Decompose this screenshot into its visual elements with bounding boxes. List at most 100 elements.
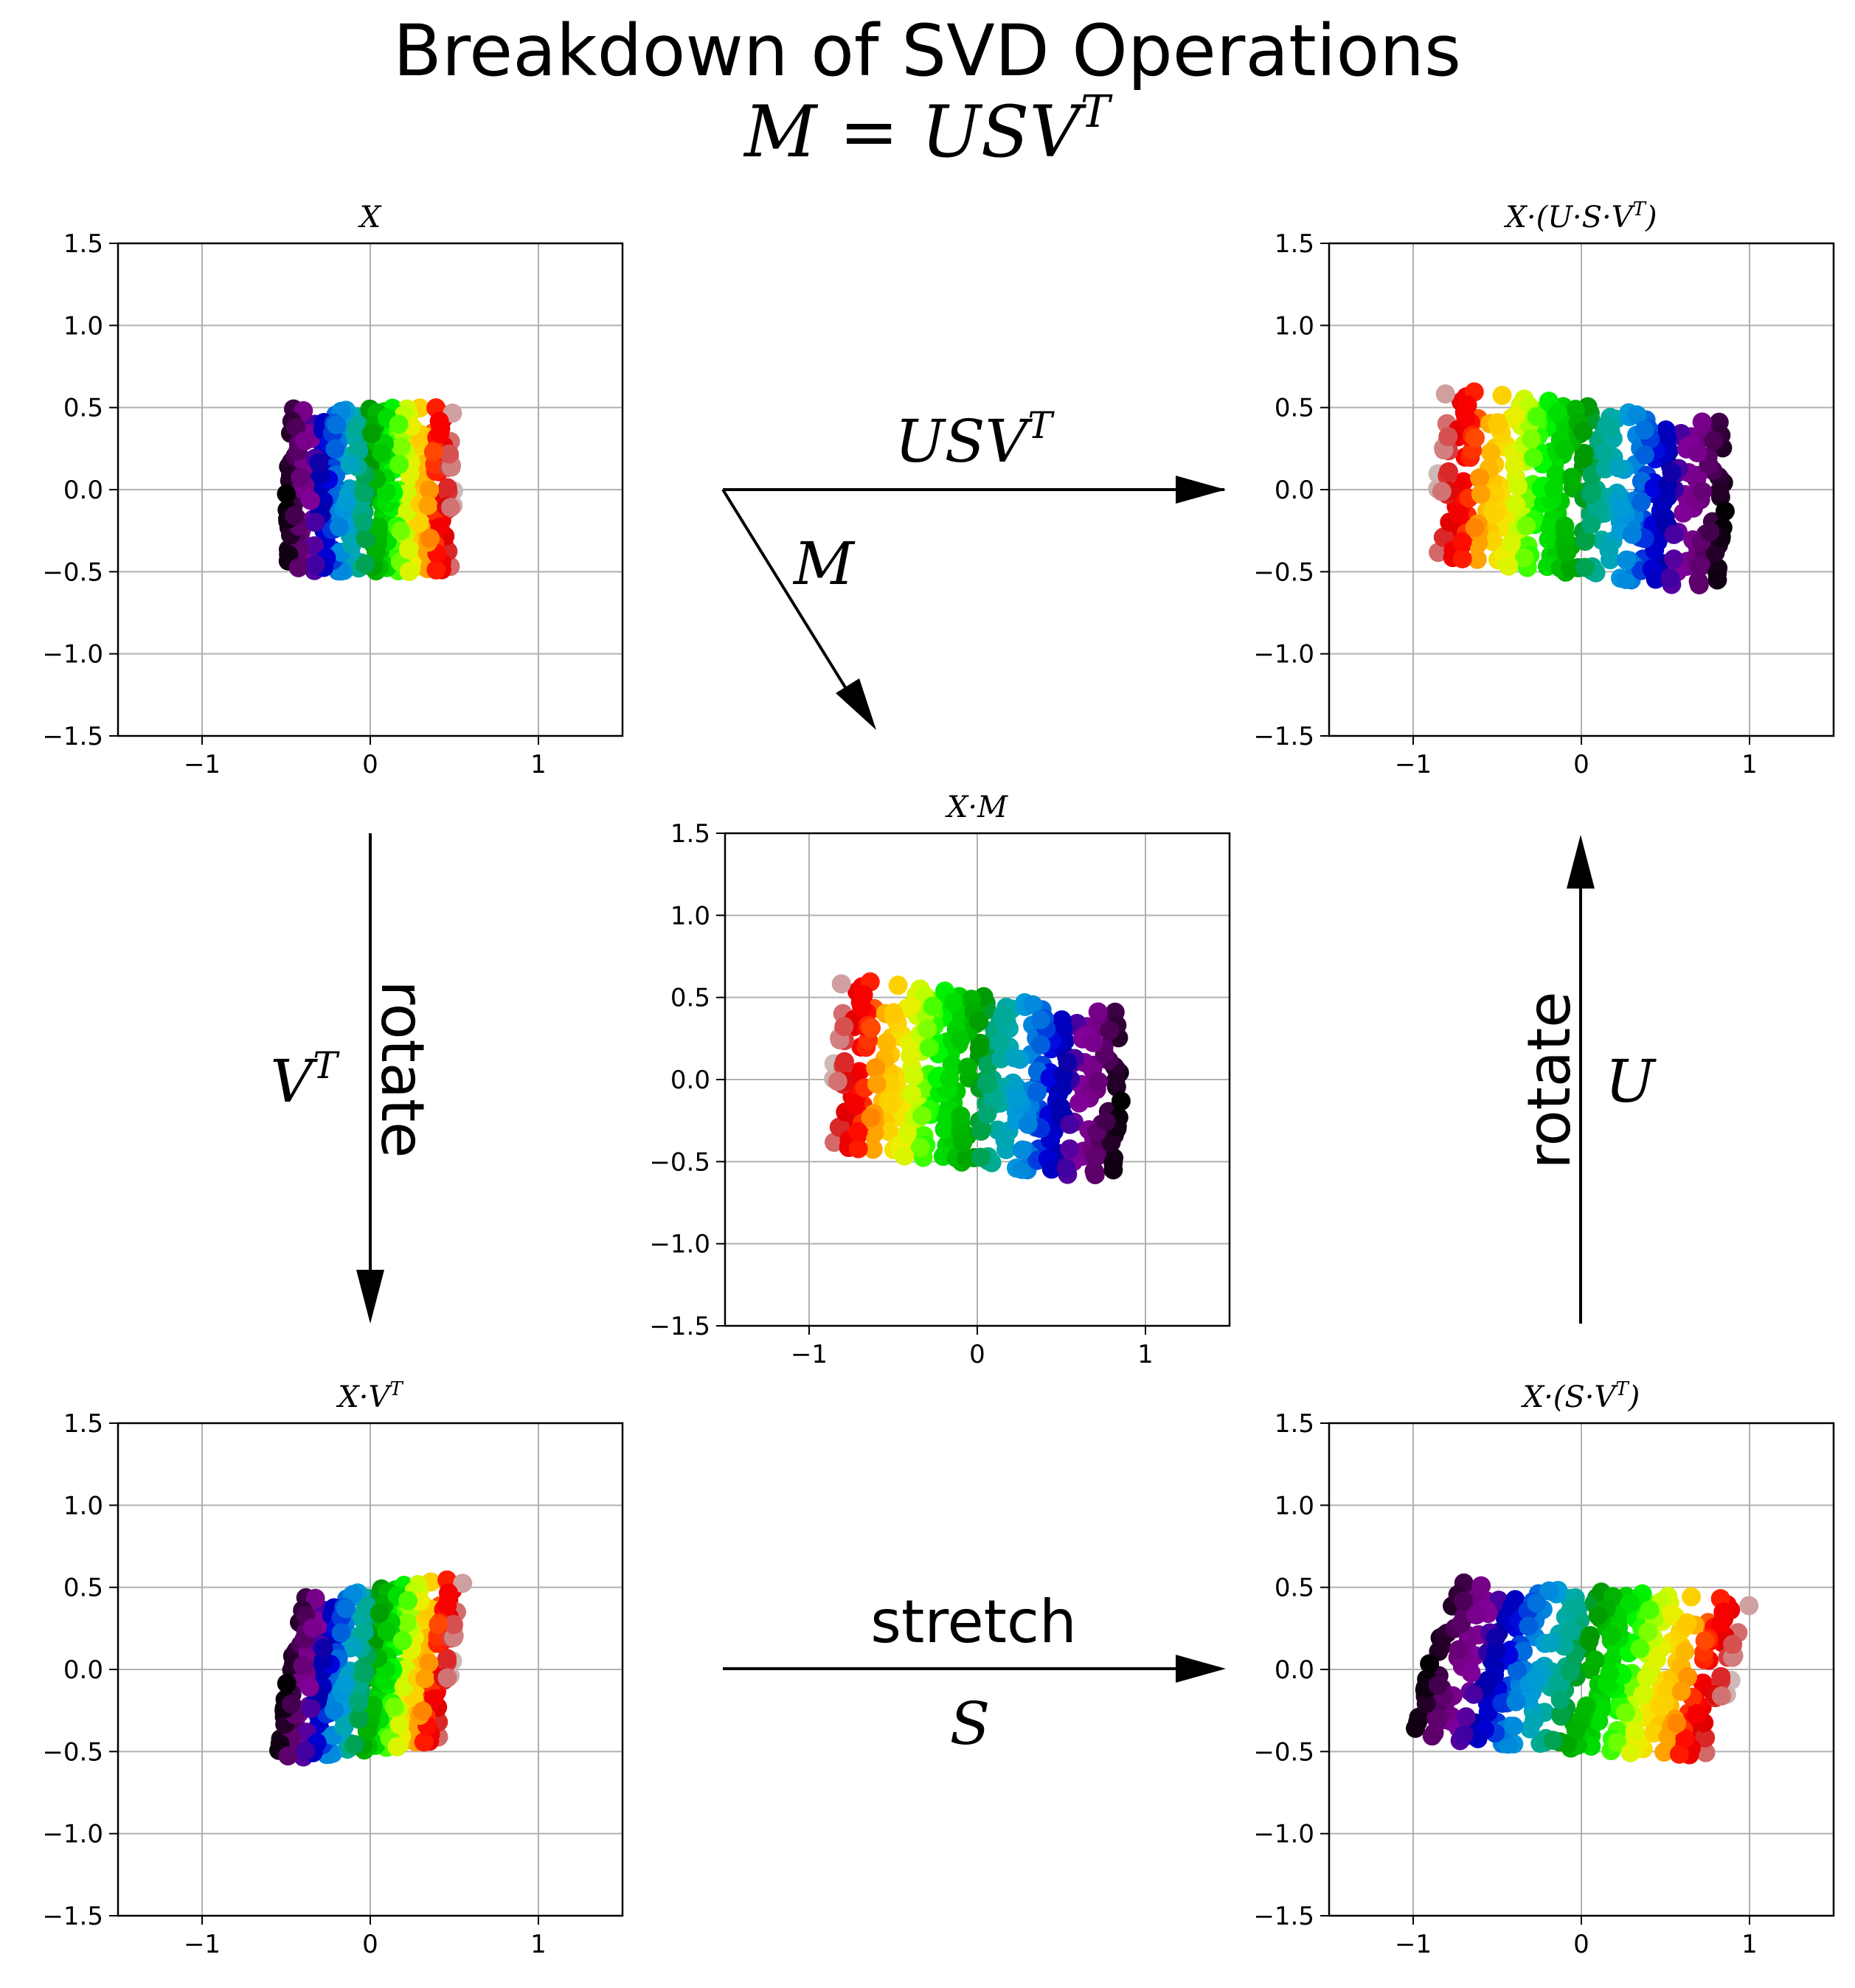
scatter-point — [1464, 1684, 1484, 1704]
scatter-point — [399, 562, 419, 582]
scatter-point — [1101, 1133, 1121, 1153]
scatter-point — [1542, 1633, 1561, 1652]
scatter-point — [301, 490, 321, 510]
scatter-point — [1428, 543, 1448, 563]
scatter-point — [1608, 458, 1628, 478]
scatter-point — [876, 1032, 896, 1052]
scatter-point — [336, 1599, 356, 1619]
y-tick-label: −0.5 — [649, 1147, 710, 1177]
scatter-point — [1106, 1071, 1126, 1091]
scatter-point — [391, 437, 411, 456]
scatter-point — [1682, 1587, 1702, 1607]
scatter-point — [1707, 570, 1727, 590]
scatter-point — [412, 1701, 432, 1721]
scatter-point — [363, 1695, 383, 1715]
scatter-point — [1561, 1621, 1581, 1641]
scatter-point — [1662, 1604, 1682, 1624]
scatter-point — [1692, 412, 1712, 432]
y-tick-label: 0.5 — [670, 984, 710, 1013]
scatter-point — [1527, 1593, 1547, 1613]
scatter-point — [356, 529, 376, 549]
scatter-point — [1637, 1667, 1657, 1687]
y-tick-label: −1.0 — [42, 640, 103, 670]
scatter-point — [282, 1694, 302, 1714]
scatter-point — [1647, 1650, 1667, 1669]
scatter-point — [1705, 543, 1725, 563]
scatter-point — [409, 513, 429, 533]
scatter-point — [277, 1674, 297, 1694]
scatter-point — [1096, 1112, 1116, 1132]
scatter-point — [935, 1119, 954, 1139]
scatter-points — [269, 1570, 473, 1767]
scatter-point — [1438, 427, 1458, 447]
scatter-point — [918, 1019, 937, 1039]
scatter-point — [1085, 1146, 1105, 1166]
y-tick-label: −1.0 — [42, 1820, 103, 1849]
scatter-point — [344, 1734, 364, 1754]
panel-XVT: −1 0 1 −1.5 −1.0 −0.5 0.0 0.5 1.0 1.5 X·VT — [42, 1378, 624, 1959]
scatter-point — [1465, 518, 1485, 538]
scatter-point — [1638, 1622, 1658, 1642]
scatter-point — [1416, 1694, 1436, 1714]
scatter-point — [278, 1746, 298, 1766]
scatter-point — [1508, 476, 1528, 496]
scatter-point — [1522, 429, 1542, 449]
scatter-point — [372, 443, 392, 463]
scatter-point — [957, 1148, 977, 1168]
scatter-point — [443, 1615, 463, 1635]
scatter-point — [384, 1697, 404, 1717]
x-tick-label: 0 — [969, 1340, 985, 1369]
scatter-point — [881, 1074, 901, 1094]
scatter-point — [285, 505, 305, 525]
scatter-point — [1555, 439, 1575, 459]
scatter-point — [901, 1046, 920, 1066]
scatter-point — [1449, 504, 1469, 524]
scatter-point — [437, 1649, 457, 1669]
scatter-point — [1428, 1709, 1448, 1728]
scatter-point — [295, 431, 315, 451]
scatter-point — [389, 1715, 409, 1735]
scatter-point — [1058, 1052, 1078, 1072]
scatter-point — [1454, 1725, 1474, 1745]
scatter-point — [1547, 403, 1567, 423]
scatter-point — [1620, 1742, 1640, 1762]
scatter-point — [361, 423, 381, 443]
scatter-point — [430, 424, 450, 444]
scatter-point — [437, 1595, 457, 1615]
scatter-point — [1585, 1650, 1605, 1670]
scatter-point — [1711, 1686, 1731, 1706]
scatter-point — [1622, 524, 1642, 544]
panel-XM: −1 0 1 −1.5 −1.0 −0.5 0.0 0.5 1.0 1.5 X·M — [649, 790, 1231, 1369]
scatter-point — [1089, 1071, 1109, 1091]
y-tick-label: 1.5 — [63, 1409, 103, 1439]
scatter-point — [831, 974, 851, 994]
panel-title: X·(S·VT) — [1521, 1378, 1640, 1414]
scatter-point — [978, 1071, 998, 1091]
scatter-point — [414, 1732, 434, 1752]
scatter-point — [1083, 1032, 1103, 1052]
scatter-point — [291, 468, 311, 487]
scatter-point — [1660, 569, 1680, 588]
scatter-point — [377, 1622, 397, 1641]
scatter-point — [288, 557, 308, 577]
scatter-point — [349, 1692, 369, 1712]
scatter-point — [1634, 420, 1654, 439]
x-tick-label: −1 — [1395, 1930, 1432, 1959]
scatter-point — [305, 1588, 325, 1608]
scatter-point — [1456, 408, 1476, 428]
scatter-point — [1004, 1048, 1024, 1068]
scatter-point — [1527, 406, 1547, 426]
scatter-point — [1466, 1605, 1486, 1624]
scatter-point — [1677, 1613, 1697, 1633]
scatter-point — [1646, 569, 1665, 589]
scatter-point — [1449, 1640, 1469, 1660]
scatter-point — [1689, 556, 1709, 576]
scatter-point — [943, 993, 963, 1012]
scatter-point — [969, 1012, 989, 1032]
scatter-point — [1711, 1614, 1731, 1634]
scatter-point — [420, 480, 440, 500]
scatter-point — [1030, 1009, 1050, 1029]
y-tick-label: −1.5 — [1253, 1902, 1314, 1931]
scatter-point — [1558, 1734, 1578, 1754]
scatter-point — [1008, 1088, 1027, 1108]
